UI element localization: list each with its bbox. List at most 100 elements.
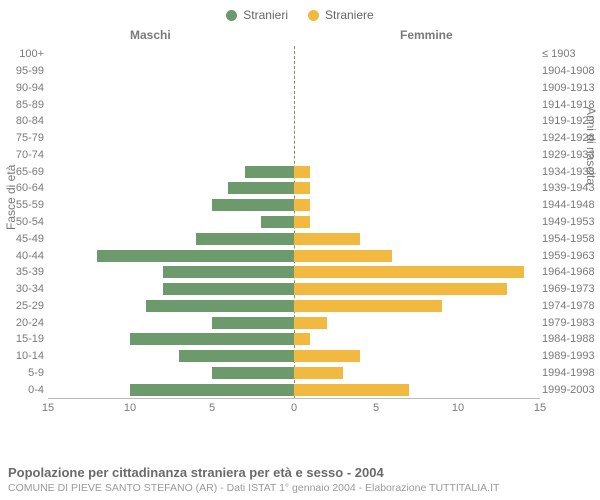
- bar-female: [294, 333, 310, 345]
- pyramid-row: 40-441959-1963: [48, 247, 540, 264]
- x-tick: 5: [209, 402, 215, 414]
- birth-year-label: 1944-1948: [542, 199, 600, 211]
- age-label: 75-79: [6, 132, 44, 144]
- age-label: 0-4: [6, 384, 44, 396]
- birth-year-label: 1929-1933: [542, 149, 600, 161]
- birth-year-label: 1989-1993: [542, 350, 600, 362]
- age-label: 10-14: [6, 350, 44, 362]
- pyramid-row: 0-41999-2003: [48, 381, 540, 398]
- birth-year-label: 1964-1968: [542, 266, 600, 278]
- bar-female: [294, 216, 310, 228]
- pyramid-row: 45-491954-1958: [48, 230, 540, 247]
- birth-year-label: 1969-1973: [542, 283, 600, 295]
- bar-male: [212, 199, 294, 211]
- bar-male: [212, 367, 294, 379]
- age-label: 55-59: [6, 199, 44, 211]
- pyramid-row: 20-241979-1983: [48, 314, 540, 331]
- x-tick: 0: [291, 402, 297, 414]
- age-label: 70-74: [6, 149, 44, 161]
- bar-female: [294, 233, 360, 245]
- pyramid-row: 65-691934-1938: [48, 163, 540, 180]
- x-tick: 5: [373, 402, 379, 414]
- pyramid-row: 10-141989-1993: [48, 348, 540, 365]
- age-label: 60-64: [6, 182, 44, 194]
- birth-year-label: 1924-1928: [542, 132, 600, 144]
- age-label: 90-94: [6, 82, 44, 94]
- birth-year-label: 1909-1913: [542, 82, 600, 94]
- birth-year-label: 1984-1988: [542, 333, 600, 345]
- birth-year-label: 1939-1943: [542, 182, 600, 194]
- x-tick: 15: [534, 402, 546, 414]
- bar-male: [261, 216, 294, 228]
- birth-year-label: 1914-1918: [542, 99, 600, 111]
- bar-male: [130, 333, 294, 345]
- legend-label-female: Straniere: [325, 8, 374, 22]
- bar-male: [146, 300, 294, 312]
- pyramid-row: 75-791924-1928: [48, 130, 540, 147]
- age-label: 95-99: [6, 65, 44, 77]
- bar-female: [294, 350, 360, 362]
- header-female: Femmine: [400, 28, 453, 42]
- bar-female: [294, 199, 310, 211]
- birth-year-label: 1999-2003: [542, 384, 600, 396]
- pyramid-row: 60-641939-1943: [48, 180, 540, 197]
- bar-female: [294, 266, 524, 278]
- pyramid-row: 35-391964-1968: [48, 264, 540, 281]
- swatch-male: [226, 10, 237, 21]
- age-label: 85-89: [6, 99, 44, 111]
- birth-year-label: 1974-1978: [542, 300, 600, 312]
- caption: Popolazione per cittadinanza straniera p…: [8, 465, 592, 494]
- bar-female: [294, 317, 327, 329]
- header-male: Maschi: [130, 28, 171, 42]
- bar-male: [245, 166, 294, 178]
- pyramid-row: 55-591944-1948: [48, 197, 540, 214]
- pyramid-row: 80-841919-1923: [48, 113, 540, 130]
- caption-title: Popolazione per cittadinanza straniera p…: [8, 465, 592, 480]
- birth-year-label: 1904-1908: [542, 65, 600, 77]
- swatch-female: [308, 10, 319, 21]
- pyramid-row: 85-891914-1918: [48, 96, 540, 113]
- birth-year-label: ≤ 1903: [542, 48, 600, 60]
- column-headers: Maschi Femmine: [0, 28, 600, 46]
- x-tick: 10: [124, 402, 136, 414]
- legend: Stranieri Straniere: [0, 0, 600, 22]
- legend-item-female: Straniere: [308, 8, 374, 22]
- pyramid-row: 5-91994-1998: [48, 364, 540, 381]
- birth-year-label: 1949-1953: [542, 216, 600, 228]
- bar-male: [228, 182, 294, 194]
- age-label: 80-84: [6, 115, 44, 127]
- bar-female: [294, 166, 310, 178]
- pyramid-row: 25-291974-1978: [48, 297, 540, 314]
- bar-male: [212, 317, 294, 329]
- age-label: 25-29: [6, 300, 44, 312]
- pyramid-row: 90-941909-1913: [48, 80, 540, 97]
- x-tick: 10: [452, 402, 464, 414]
- pyramid-row: 30-341969-1973: [48, 281, 540, 298]
- birth-year-label: 1934-1938: [542, 166, 600, 178]
- x-axis: 15105051015: [48, 398, 540, 426]
- age-label: 20-24: [6, 317, 44, 329]
- birth-year-label: 1994-1998: [542, 367, 600, 379]
- pyramid-row: 95-991904-1908: [48, 63, 540, 80]
- pyramid-row: 100+≤ 1903: [48, 46, 540, 63]
- birth-year-label: 1919-1923: [542, 115, 600, 127]
- bar-female: [294, 384, 409, 396]
- age-label: 15-19: [6, 333, 44, 345]
- pyramid-row: 15-191984-1988: [48, 331, 540, 348]
- bar-female: [294, 300, 442, 312]
- bar-female: [294, 367, 343, 379]
- bar-male: [130, 384, 294, 396]
- bar-female: [294, 182, 310, 194]
- age-label: 35-39: [6, 266, 44, 278]
- age-label: 50-54: [6, 216, 44, 228]
- bar-male: [196, 233, 294, 245]
- age-label: 100+: [6, 48, 44, 60]
- pyramid-row: 50-541949-1953: [48, 214, 540, 231]
- legend-item-male: Stranieri: [226, 8, 288, 22]
- bar-female: [294, 250, 392, 262]
- bar-male: [97, 250, 294, 262]
- bar-female: [294, 283, 507, 295]
- caption-subtitle: COMUNE DI PIEVE SANTO STEFANO (AR) - Dat…: [8, 482, 592, 494]
- birth-year-label: 1959-1963: [542, 250, 600, 262]
- chart-area: 100+≤ 190395-991904-190890-941909-191385…: [48, 46, 540, 426]
